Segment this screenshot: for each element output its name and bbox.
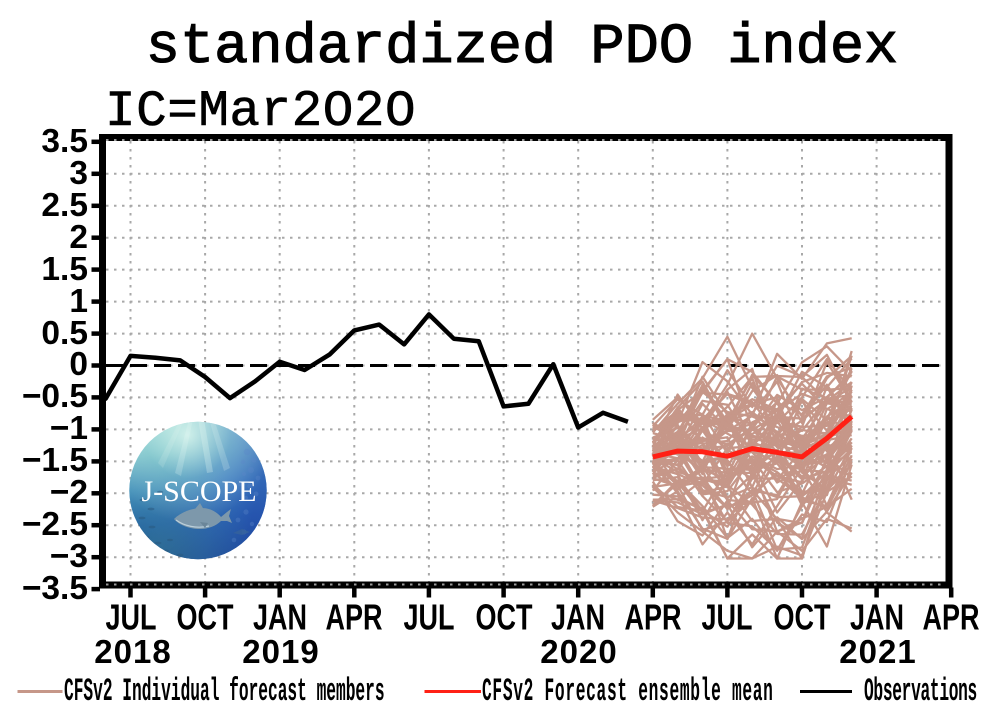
- svg-text:J-SCOPE: J-SCOPE: [141, 475, 256, 508]
